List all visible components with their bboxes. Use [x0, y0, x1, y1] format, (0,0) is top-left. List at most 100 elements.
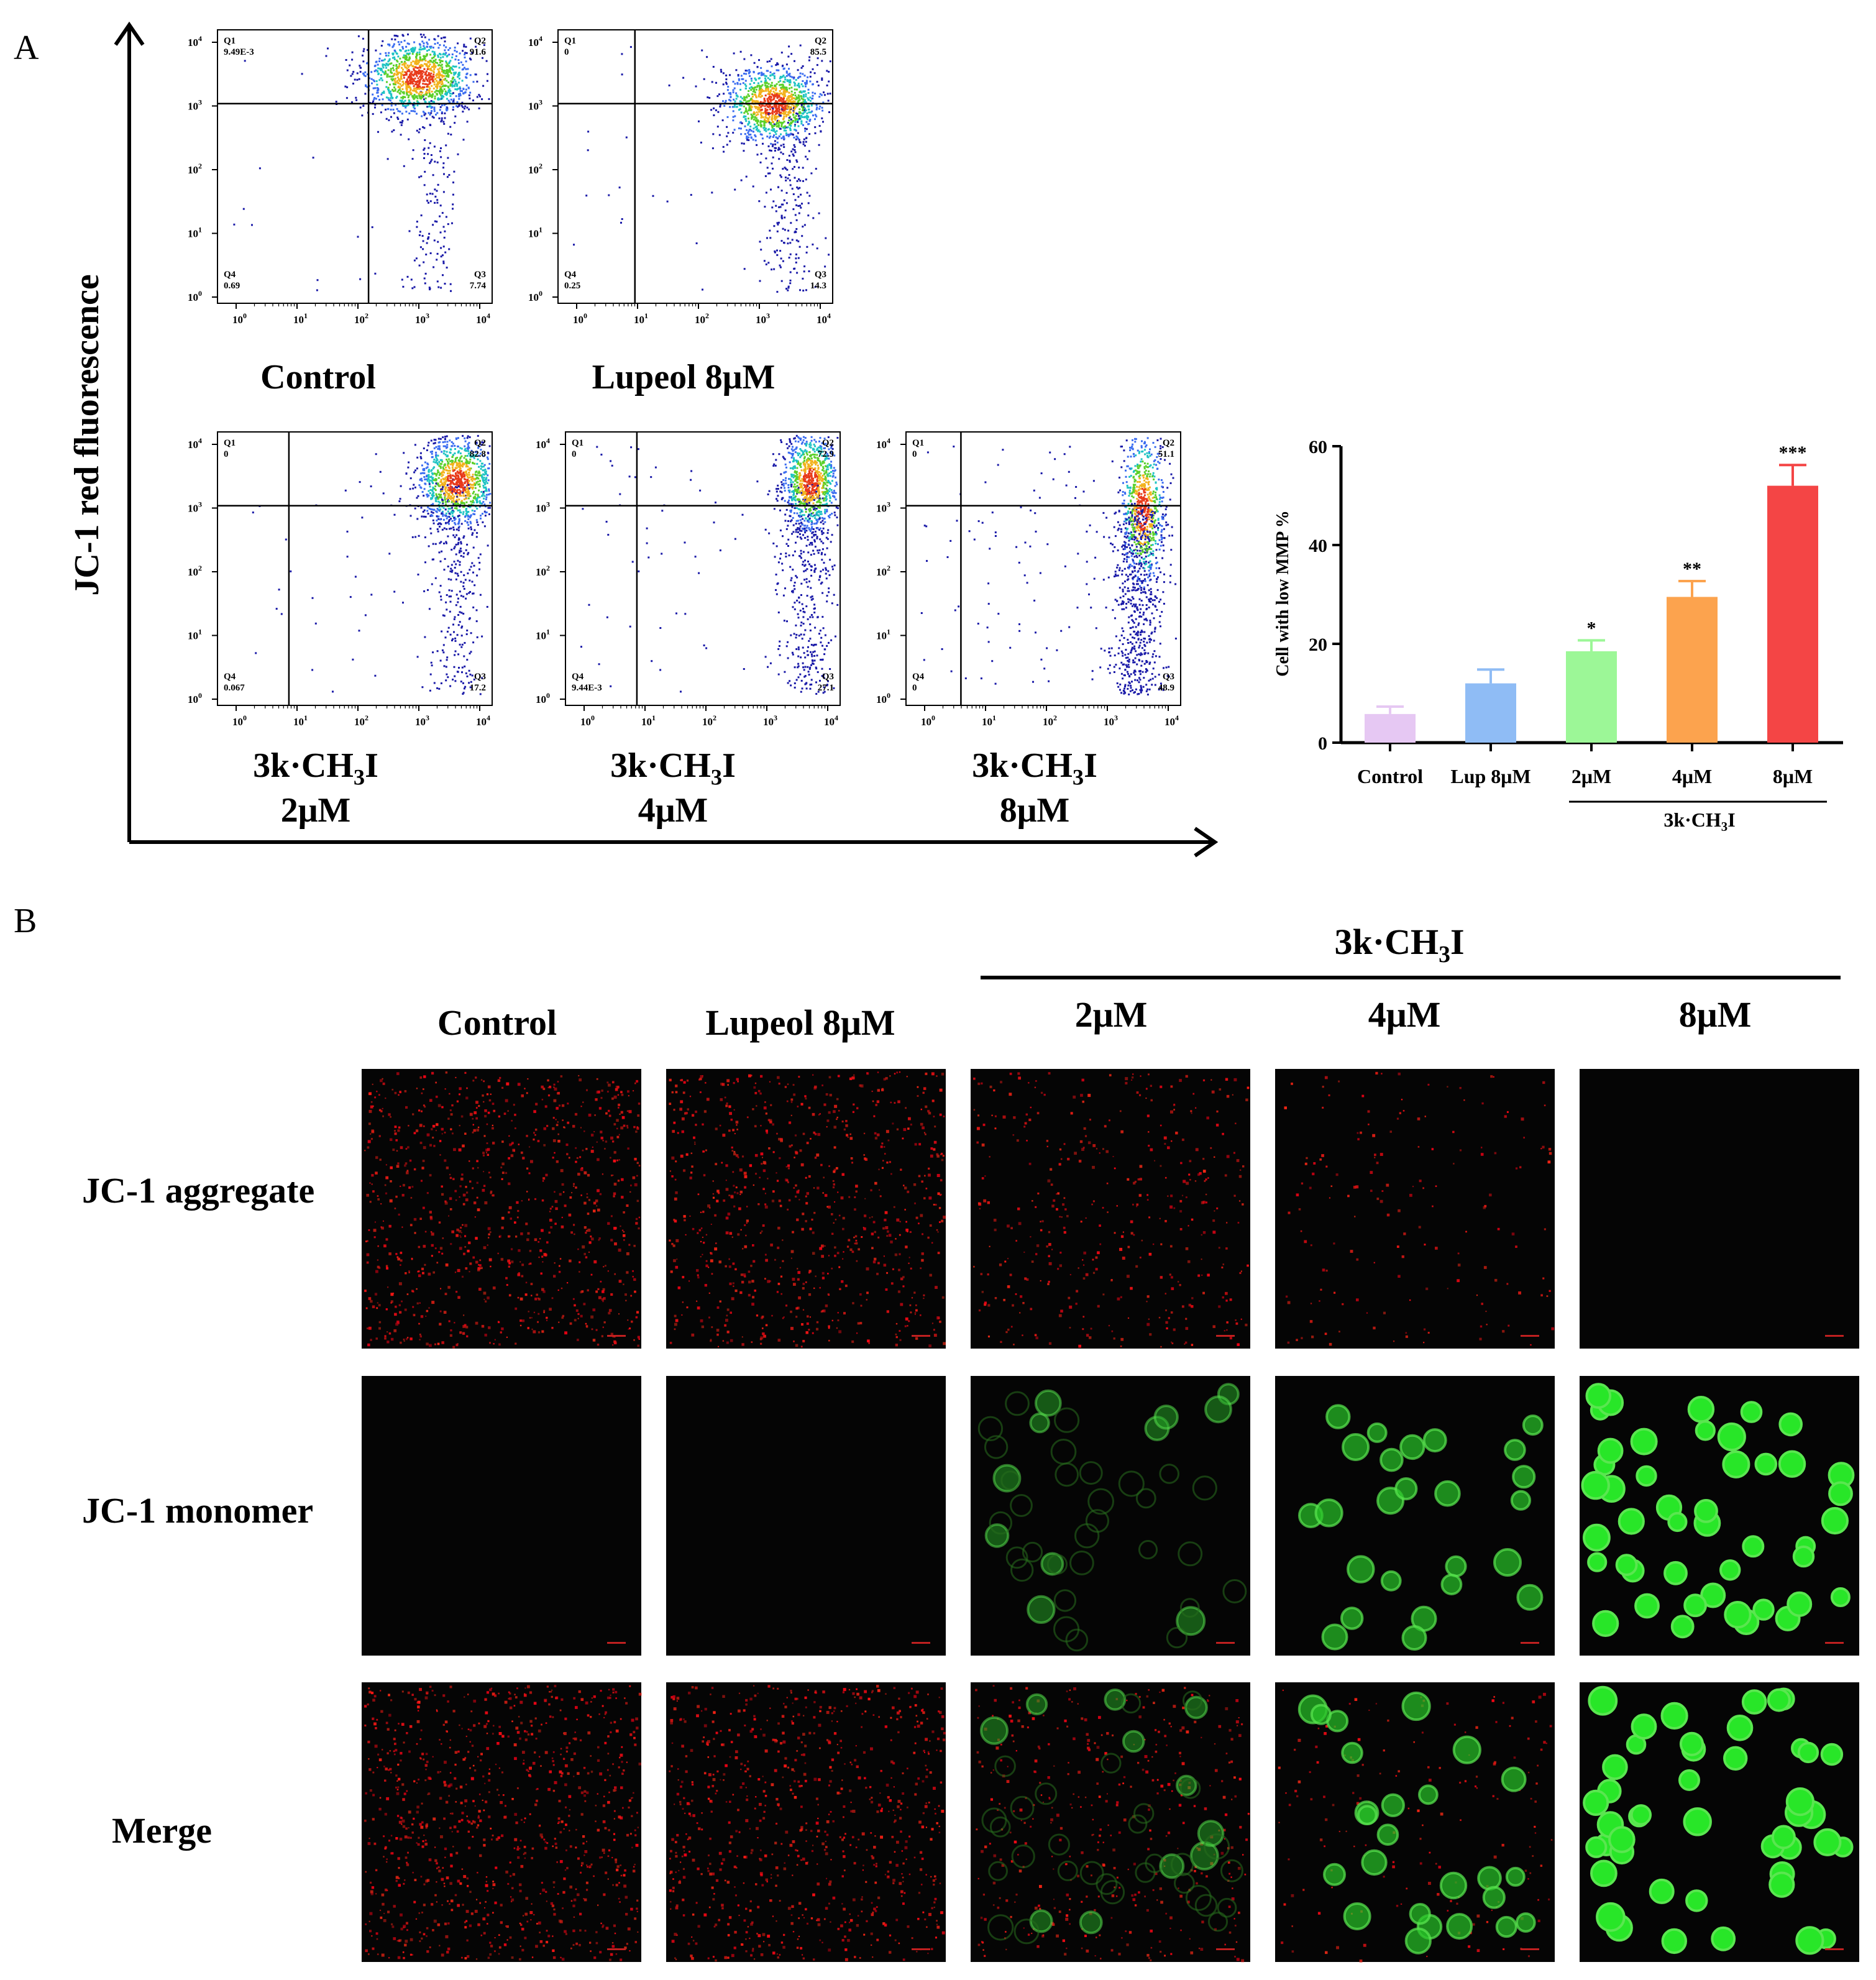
flow-dot [434, 160, 436, 163]
flow-dot [797, 452, 799, 454]
flow-dot [790, 86, 793, 89]
flow-dot [464, 481, 467, 483]
flow-dot [398, 500, 401, 503]
flow-dot [798, 117, 800, 120]
flow-dot [477, 557, 480, 559]
flow-dot [413, 286, 416, 288]
flow-dot [446, 446, 449, 448]
flow-dot [443, 104, 446, 106]
flow-dot [446, 94, 447, 96]
flow-dot [429, 689, 431, 692]
flow-dot [827, 454, 830, 457]
flow-dot [465, 508, 468, 510]
flow-dot [466, 521, 469, 524]
flow-dot [453, 495, 455, 498]
flow-dot [795, 507, 798, 509]
flow-dot [779, 640, 781, 643]
flow-dot [483, 44, 485, 46]
flow-dot [756, 126, 758, 127]
flow-dot [458, 667, 460, 669]
flow-dot [803, 111, 805, 114]
flow-dot [787, 55, 790, 58]
flow-dot [769, 172, 771, 175]
flow-dot [465, 593, 468, 595]
flow-dot [401, 71, 404, 73]
flow-dot [428, 91, 431, 93]
flow-dot [587, 149, 589, 152]
flow-dot [442, 260, 445, 263]
flow-dot [450, 98, 452, 101]
flow-dot [459, 490, 462, 492]
flow-dot [407, 33, 409, 35]
flow-dot [743, 97, 746, 99]
flow-dot [803, 529, 806, 532]
flow-dot [746, 135, 748, 137]
flow-dot [446, 435, 448, 438]
flow-dot [435, 89, 437, 92]
flow-dot [421, 58, 424, 60]
flow-dot [449, 491, 452, 493]
flow-dot [416, 86, 418, 89]
flow-dot [351, 73, 354, 75]
flow-dot [777, 108, 779, 110]
flow-dot [759, 120, 762, 122]
flow-dot [434, 98, 436, 100]
flow-dot [745, 85, 748, 87]
flow-dot [403, 56, 405, 58]
flow-dot [393, 73, 395, 75]
flow-dot [455, 85, 458, 87]
flow-dot [357, 35, 360, 37]
flow-dot [828, 641, 830, 644]
flow-dot [747, 104, 749, 106]
flow-dot [739, 108, 741, 111]
flow-dot [473, 678, 475, 681]
flow-dot [797, 508, 800, 510]
flow-dot [466, 455, 469, 457]
flow-dot [802, 80, 804, 82]
flow-dot [457, 484, 460, 486]
flow-dot [652, 195, 654, 197]
flow-dot [427, 589, 429, 591]
flow-dot [420, 94, 423, 96]
flow-dot [795, 253, 797, 255]
flow-dot [352, 83, 354, 85]
flow-dot [451, 93, 454, 95]
flow-dot [440, 541, 442, 543]
flow-dot [803, 138, 805, 140]
flow-dot [379, 53, 382, 55]
flow-dot [421, 472, 424, 474]
flow-dot [433, 38, 436, 40]
flow-dot [750, 86, 753, 88]
flow-dot [433, 53, 436, 55]
flow-dot [447, 458, 450, 461]
flow-dot [393, 43, 395, 45]
flow-dot [454, 650, 457, 653]
flow-dot [402, 35, 405, 37]
flow-dot [815, 475, 817, 477]
flow-dot [465, 450, 468, 452]
flow-dot [429, 63, 431, 66]
flow-dot [365, 84, 367, 86]
flow-dot [452, 493, 454, 496]
flow-dot [437, 54, 439, 57]
flow-dot [757, 113, 759, 116]
flow-dot [435, 460, 437, 462]
flow-dot [437, 70, 440, 73]
flow-dot [487, 73, 488, 75]
flow-dot [795, 79, 797, 81]
flow-dot [794, 666, 796, 669]
flow-dot [378, 79, 381, 81]
flow-dot [449, 497, 451, 499]
flow-dot [776, 121, 779, 123]
flow-dot [795, 228, 798, 230]
flow-dot [441, 74, 444, 76]
flow-dot [406, 42, 409, 45]
flow-dot [394, 39, 396, 41]
flow-dot [449, 528, 451, 530]
flow-dot [743, 99, 745, 101]
flow-dot [445, 666, 447, 668]
flow-dot [475, 470, 478, 473]
flow-dot [782, 144, 785, 146]
flow-dot [441, 630, 443, 633]
flow-dot [434, 65, 437, 68]
